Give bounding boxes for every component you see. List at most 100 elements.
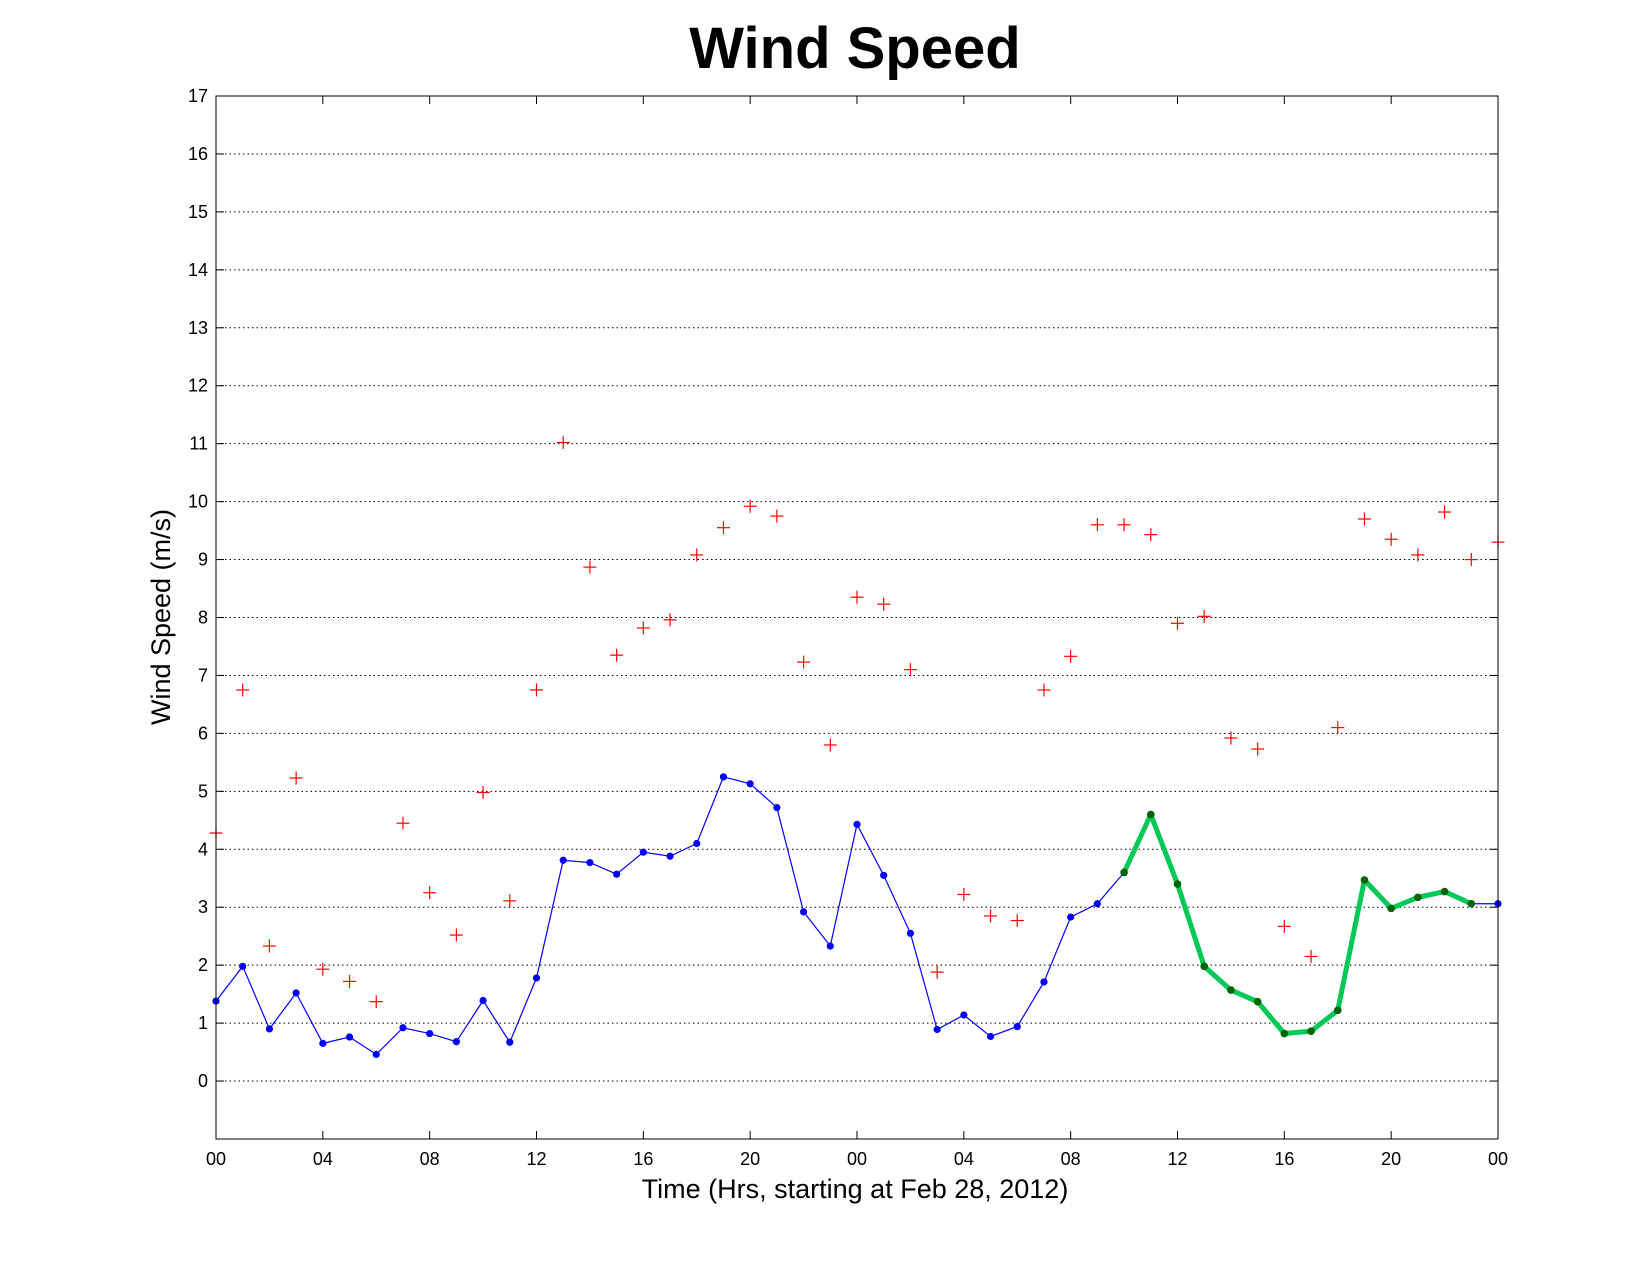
- x-tick-label: 16: [1274, 1149, 1294, 1169]
- red-plus-marker: [1277, 919, 1291, 933]
- blue-point: [345, 1033, 354, 1041]
- red-plus-marker: [797, 655, 811, 669]
- red-plus-marker: [1224, 731, 1238, 745]
- blue-point: [265, 1025, 274, 1033]
- blue-point: [506, 1038, 514, 1046]
- green-point: [1173, 880, 1182, 888]
- series-layer: [209, 436, 1505, 1059]
- red-plus-marker: [236, 683, 250, 697]
- green-point: [1146, 810, 1155, 819]
- red-plus-marker: [556, 436, 570, 450]
- blue-point: [826, 942, 834, 950]
- red-plus-marker: [903, 663, 917, 677]
- red-plus-marker: [770, 509, 784, 523]
- green-point: [1200, 962, 1209, 971]
- red-plus-marker: [289, 771, 303, 785]
- y-tick-label: 11: [189, 434, 208, 454]
- blue-point: [532, 974, 541, 982]
- red-plus-marker: [1144, 528, 1158, 542]
- blue-point: [426, 1029, 434, 1038]
- green-point: [1280, 1029, 1289, 1038]
- blue-point: [719, 773, 728, 781]
- y-tick-label: 0: [198, 1071, 208, 1091]
- red-plus-marker: [423, 886, 437, 900]
- series-line-green: [1121, 812, 1473, 1037]
- green-point: [1120, 868, 1128, 877]
- red-plus-marker: [396, 816, 410, 830]
- y-tick-label: 1: [198, 1013, 208, 1033]
- blue-point: [693, 839, 701, 848]
- red-plus-marker: [476, 785, 490, 799]
- x-tick-label: 00: [847, 1149, 867, 1169]
- blue-point: [399, 1024, 407, 1032]
- red-plus-marker: [316, 962, 330, 976]
- red-plus-marker: [1064, 649, 1078, 663]
- red-plus-marker: [1384, 532, 1398, 546]
- blue-point: [639, 848, 647, 856]
- y-tick-label: 14: [188, 260, 208, 280]
- y-tick-label: 5: [198, 781, 208, 801]
- y-tick-label: 2: [198, 955, 208, 975]
- red-plus-marker: [1090, 518, 1104, 532]
- red-plus-marker: [1438, 505, 1452, 519]
- red-plus-marker: [262, 939, 276, 953]
- red-plus-marker: [743, 499, 757, 513]
- red-plus-marker: [850, 590, 864, 604]
- blue-point: [799, 908, 808, 916]
- chart-title: Wind Speed: [689, 16, 1020, 81]
- red-plus-marker: [1357, 512, 1371, 526]
- red-plus-marker: [663, 613, 677, 627]
- blue-point: [479, 996, 487, 1005]
- blue-point: [452, 1038, 460, 1046]
- red-plus-marker: [1171, 616, 1184, 630]
- green-point: [1227, 986, 1235, 994]
- red-plus-marker: [369, 995, 383, 1009]
- y-axis-label: Wind Speed (m/s): [146, 509, 176, 725]
- blue-point: [666, 852, 674, 860]
- y-tick-label: 12: [188, 376, 208, 396]
- red-plus-marker: [1197, 609, 1211, 623]
- blue-point: [1093, 900, 1101, 908]
- blue-point: [746, 780, 754, 788]
- blue-point: [960, 1011, 968, 1019]
- blue-point: [1013, 1022, 1021, 1031]
- blue-point: [372, 1050, 380, 1059]
- red-plus-marker: [1411, 548, 1425, 562]
- red-plus-marker: [610, 648, 624, 662]
- blue-point: [986, 1032, 995, 1041]
- y-tick-label: 15: [188, 202, 208, 222]
- y-tick-label: 6: [198, 723, 208, 743]
- red-plus-marker: [530, 683, 543, 697]
- red-plus-marker: [1304, 949, 1318, 963]
- y-tick-label: 4: [198, 839, 208, 859]
- x-tick-label: 04: [313, 1149, 333, 1169]
- red-plus-marker: [877, 597, 891, 611]
- x-tick-label: 08: [420, 1149, 440, 1169]
- green-point: [1467, 899, 1476, 908]
- blue-point: [880, 871, 888, 879]
- red-plus-marker: [1251, 742, 1265, 756]
- blue-point: [773, 803, 781, 812]
- x-tick-label: 04: [954, 1149, 974, 1169]
- green-point: [1360, 876, 1369, 884]
- red-plus-marker: [957, 887, 971, 901]
- y-tick-label: 13: [188, 318, 208, 338]
- x-tick-label: 08: [1061, 1149, 1081, 1169]
- red-plus-marker: [503, 894, 517, 908]
- blue-point: [586, 859, 594, 867]
- blue-point: [319, 1039, 327, 1047]
- x-tick-label: 20: [1381, 1149, 1401, 1169]
- blue-point: [292, 989, 300, 997]
- blue-point: [239, 962, 247, 970]
- red-plus-marker: [1117, 518, 1131, 532]
- green-point: [1414, 893, 1422, 902]
- green-point: [1307, 1027, 1315, 1036]
- blue-point: [613, 870, 621, 878]
- y-tick-label: 9: [198, 550, 208, 570]
- x-tick-label: 00: [206, 1149, 226, 1169]
- blue-point: [1067, 913, 1075, 921]
- green-point: [1333, 1006, 1342, 1015]
- red-plus-marker: [1037, 683, 1051, 697]
